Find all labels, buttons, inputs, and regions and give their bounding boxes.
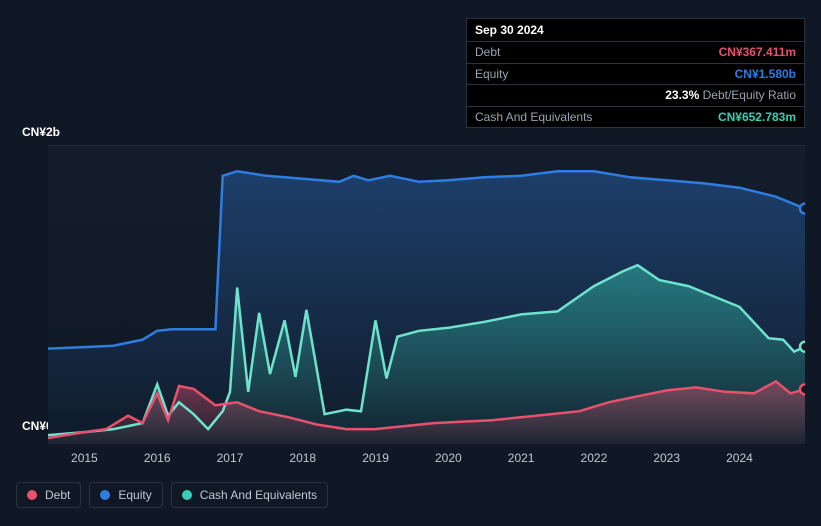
- legend-swatch: [182, 490, 192, 500]
- tooltip-row: Debt CN¥367.411m: [467, 41, 804, 62]
- chart-container: { "tooltip": { "date": "Sep 30 2024", "r…: [0, 0, 821, 526]
- tooltip-row-value: CN¥1.580b: [735, 67, 796, 81]
- legend-label: Equity: [118, 488, 151, 502]
- tooltip-date: Sep 30 2024: [467, 19, 804, 41]
- tooltip-row-value: CN¥367.411m: [719, 45, 796, 59]
- tooltip-row: Equity CN¥1.580b: [467, 63, 804, 84]
- x-axis-tick: 2018: [289, 451, 316, 465]
- legend-item[interactable]: Equity: [89, 482, 162, 508]
- tooltip-row: Cash And Equivalents CN¥652.783m: [467, 106, 804, 127]
- chart-plot-area[interactable]: [48, 145, 805, 443]
- tooltip-row-value: CN¥652.783m: [718, 110, 796, 124]
- legend-label: Cash And Equivalents: [200, 488, 317, 502]
- x-axis: 2015 2016 2017 2018 2019 2020 2021 2022 2023 2024: [48, 443, 805, 473]
- tooltip-row-label: Cash And Equivalents: [475, 110, 592, 124]
- chart-legend: Debt Equity Cash And Equivalents: [16, 482, 328, 508]
- x-axis-tick: 2021: [508, 451, 535, 465]
- x-axis-tick: 2020: [435, 451, 462, 465]
- tooltip-row-value: 23.3% Debt/Equity Ratio: [665, 88, 796, 102]
- cash-handle[interactable]: [800, 342, 805, 352]
- tooltip-row-label: Equity: [475, 67, 508, 81]
- x-axis-tick: 2015: [71, 451, 98, 465]
- x-axis-tick: 2017: [217, 451, 244, 465]
- x-axis-tick: 2016: [144, 451, 171, 465]
- legend-item[interactable]: Debt: [16, 482, 81, 508]
- chart-tooltip: Sep 30 2024 Debt CN¥367.411m Equity CN¥1.58…: [466, 18, 805, 128]
- equity-handle[interactable]: [800, 204, 805, 214]
- x-axis-tick: 2022: [581, 451, 608, 465]
- tooltip-row-label: Debt: [475, 45, 500, 59]
- legend-swatch: [100, 490, 110, 500]
- chart-svg: [48, 146, 805, 444]
- x-axis-tick: 2019: [362, 451, 389, 465]
- debt-handle[interactable]: [800, 384, 805, 394]
- y-axis-label: CN¥2b: [22, 125, 60, 139]
- legend-swatch: [27, 490, 37, 500]
- x-axis-tick: 2024: [726, 451, 753, 465]
- tooltip-row: 23.3% Debt/Equity Ratio: [467, 84, 804, 105]
- x-axis-tick: 2023: [653, 451, 680, 465]
- legend-item[interactable]: Cash And Equivalents: [171, 482, 328, 508]
- legend-label: Debt: [45, 488, 70, 502]
